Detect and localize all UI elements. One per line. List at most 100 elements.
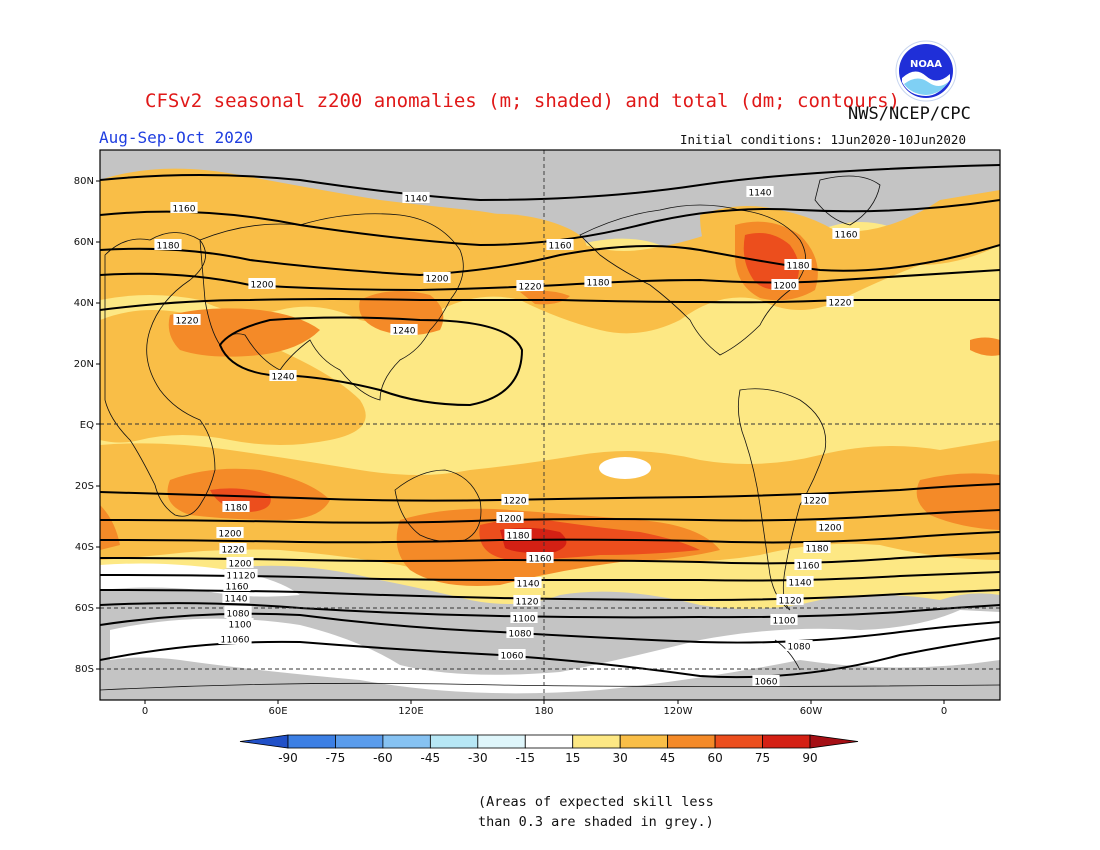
white-south-band [110, 610, 1000, 694]
contour-label: 1060 [224, 633, 252, 646]
lon-axis-labels: 0 60E 120E 180 120W 60W 0 [142, 706, 947, 717]
contour-label: 1060 [498, 649, 526, 662]
lat-label: 60S [75, 603, 94, 614]
noaa-logo-icon: NOAA [895, 40, 957, 102]
contour-label-text: 1140 [225, 595, 248, 605]
contour-label: 1160 [546, 239, 574, 252]
lon-label: 60W [800, 706, 823, 717]
contour-label: 1200 [771, 279, 799, 292]
contour-1140-south [100, 571, 1000, 582]
lat-label: 80N [74, 176, 94, 187]
contour-label: 1160 [794, 559, 822, 572]
contour-label: 1200 [216, 527, 244, 540]
coast-australia [394, 469, 482, 543]
lat-label: 20S [75, 481, 94, 492]
colorbar-segment [524, 734, 574, 749]
contour-label: 1180 [584, 276, 612, 289]
contour-label: 1080 [506, 627, 534, 640]
contour-label: 1160 [170, 202, 198, 215]
orange-midlat-north [100, 310, 366, 445]
contour-label-text: 1080 [227, 610, 250, 620]
agency-label: NWS/NCEP/CPC [848, 104, 971, 124]
dark-orange-asia [359, 291, 444, 335]
contour-label: 1120 [513, 595, 541, 608]
lon-label: 0 [142, 706, 148, 717]
colorbar-segment [572, 734, 621, 749]
contour-label: 1180 [154, 239, 182, 252]
contour-label: 1080 [224, 607, 252, 620]
contour-label-text: 1120 [516, 598, 539, 608]
contour-label-text: 1240 [272, 373, 295, 383]
contour-label-text: 1180 [225, 504, 248, 514]
colorbar-tick-label: -60 [373, 751, 393, 765]
contour-label: 1140 [786, 576, 814, 589]
contour-label: 1160 [223, 580, 251, 593]
contour-label-text: 1220 [222, 546, 245, 556]
contour-label-text: 1100 [229, 621, 252, 631]
contour-1140-north [100, 164, 1000, 202]
contour-label-text: 1160 [835, 231, 858, 241]
contour-label: 1220 [219, 543, 247, 556]
lon-label: 60E [268, 706, 287, 717]
contour-label: 1200 [226, 557, 254, 570]
colorbar-segment [287, 734, 336, 749]
contour-label: 1100 [770, 614, 798, 627]
initial-conditions-label: Initial conditions: 1Jun2020-10Jun2020 [680, 132, 966, 147]
contour-label-text: 1220 [176, 317, 199, 327]
contour-label-text: 1240 [393, 327, 416, 337]
lat-label: 40N [74, 298, 94, 309]
lon-label: 180 [534, 706, 553, 717]
yellow-west-pacific [436, 326, 547, 424]
colorbar-tick-label: -30 [468, 751, 488, 765]
contour-label-text: 1160 [173, 205, 196, 215]
colorbar-segment [429, 734, 479, 749]
red-south-indian [210, 488, 271, 512]
contour-label: 1200 [423, 272, 451, 285]
contour-label-text: 1140 [789, 579, 812, 589]
colorbar: -90 -75 -60 -45 -30 -15 15 30 45 60 75 90 [239, 734, 859, 765]
contour-label: 1220 [501, 494, 529, 507]
contour-label: 1100 [226, 618, 254, 631]
colorbar-tick-label: 30 [613, 751, 628, 765]
colorbar-tick-label: -45 [421, 751, 441, 765]
colorbar-tick-label: 45 [660, 751, 675, 765]
lon-label: 120W [664, 706, 693, 717]
contour-label: 1140 [402, 192, 430, 205]
colorbar-segment [714, 734, 763, 749]
contour-label-text: 1200 [251, 281, 274, 291]
contour-label-text: 1080 [509, 630, 532, 640]
colorbar-tick-label: -15 [515, 751, 535, 765]
colorbar-segment [477, 734, 526, 749]
contour-label: 1060 [752, 675, 780, 688]
contour-label-text: 1060 [227, 636, 250, 646]
contour-label-text: 1160 [226, 583, 249, 593]
contour-label-text: 1200 [499, 515, 522, 525]
white-central-pacific [599, 457, 651, 479]
contour-label-text: 1140 [517, 580, 540, 590]
contour-label: 1160 [526, 552, 554, 565]
contour-label: 1220 [801, 494, 829, 507]
contour-label-text: 1180 [787, 262, 810, 272]
contour-label-text: 1080 [788, 643, 811, 653]
lat-label: 80S [75, 664, 94, 675]
contour-label-text: 1180 [587, 279, 610, 289]
contour-label: 1180 [803, 542, 831, 555]
colorbar-high-arrow [809, 734, 859, 749]
contour-label-text: 1140 [749, 189, 772, 199]
contour-label: 1220 [516, 280, 544, 293]
dark-orange-east-pacific [970, 337, 1000, 356]
colorbar-segment [382, 734, 431, 749]
contour-label: 1140 [222, 592, 250, 605]
lat-label: 40S [75, 542, 94, 553]
contour-label: 1200 [816, 521, 844, 534]
contour-label: 1120 [230, 569, 258, 582]
contour-label-text: 1200 [774, 282, 797, 292]
contour-label-text: 1180 [157, 242, 180, 252]
contour-label-text: 1220 [829, 299, 852, 309]
chart-title: CFSv2 seasonal z200 anomalies (m; shaded… [145, 90, 900, 112]
contour-label: 1240 [390, 324, 418, 337]
contour-label: 1180 [784, 259, 812, 272]
contour-label-text: 1160 [549, 242, 572, 252]
contour-label: 1200 [496, 512, 524, 525]
